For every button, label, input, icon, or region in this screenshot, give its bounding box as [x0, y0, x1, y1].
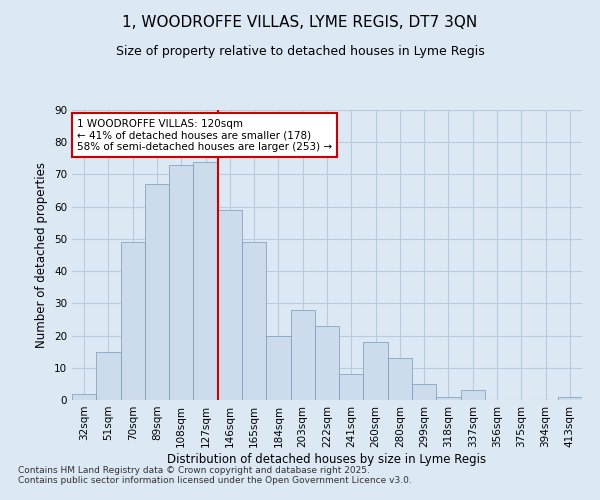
Bar [315, 326, 339, 400]
Text: 1 WOODROFFE VILLAS: 120sqm
← 41% of detached houses are smaller (178)
58% of sem: 1 WOODROFFE VILLAS: 120sqm ← 41% of deta… [77, 118, 332, 152]
Bar [242, 242, 266, 400]
Text: Contains HM Land Registry data © Crown copyright and database right 2025.
Contai: Contains HM Land Registry data © Crown c… [18, 466, 412, 485]
Bar [461, 390, 485, 400]
Bar [266, 336, 290, 400]
Bar [436, 397, 461, 400]
Bar [388, 358, 412, 400]
Bar [72, 394, 96, 400]
Bar [96, 352, 121, 400]
Bar [169, 165, 193, 400]
Bar [193, 162, 218, 400]
Bar [558, 397, 582, 400]
Y-axis label: Number of detached properties: Number of detached properties [35, 162, 49, 348]
Bar [145, 184, 169, 400]
Text: 1, WOODROFFE VILLAS, LYME REGIS, DT7 3QN: 1, WOODROFFE VILLAS, LYME REGIS, DT7 3QN [122, 15, 478, 30]
Bar [364, 342, 388, 400]
Text: Size of property relative to detached houses in Lyme Regis: Size of property relative to detached ho… [116, 45, 484, 58]
Bar [121, 242, 145, 400]
Bar [412, 384, 436, 400]
Bar [218, 210, 242, 400]
Bar [339, 374, 364, 400]
X-axis label: Distribution of detached houses by size in Lyme Regis: Distribution of detached houses by size … [167, 452, 487, 466]
Bar [290, 310, 315, 400]
